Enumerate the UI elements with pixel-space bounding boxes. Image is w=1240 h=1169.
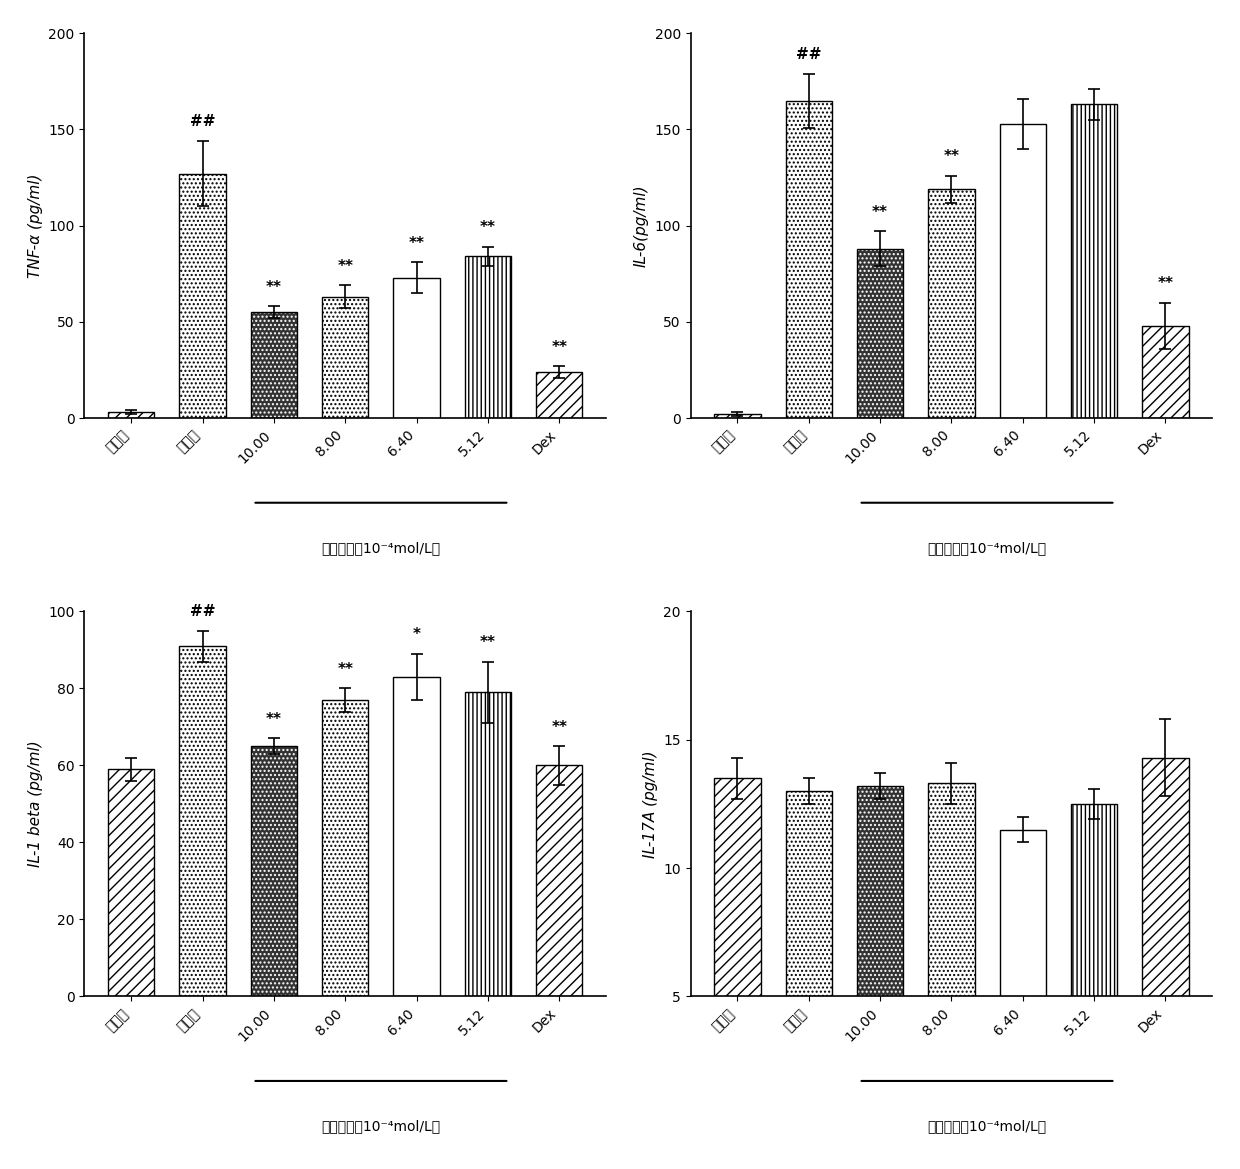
Bar bbox=[786, 791, 832, 1125]
Text: 妦洛特罗（10⁻⁴mol/L）: 妦洛特罗（10⁻⁴mol/L） bbox=[928, 541, 1047, 555]
Text: **: ** bbox=[552, 339, 567, 354]
Bar bbox=[1071, 804, 1117, 1125]
Text: **: ** bbox=[480, 635, 496, 650]
Text: ##: ## bbox=[190, 604, 216, 620]
Text: *: * bbox=[413, 628, 420, 642]
Bar bbox=[250, 746, 298, 996]
Bar bbox=[393, 677, 440, 996]
Bar bbox=[108, 413, 155, 419]
Bar bbox=[322, 700, 368, 996]
Text: 妦洛特罗（10⁻⁴mol/L）: 妦洛特罗（10⁻⁴mol/L） bbox=[321, 541, 440, 555]
Text: **: ** bbox=[265, 279, 281, 295]
Y-axis label: IL-1 beta (pg/ml): IL-1 beta (pg/ml) bbox=[27, 740, 42, 867]
Y-axis label: TNF-α (pg/ml): TNF-α (pg/ml) bbox=[27, 173, 42, 278]
Bar bbox=[536, 766, 583, 996]
Bar bbox=[786, 101, 832, 419]
Bar bbox=[857, 249, 903, 419]
Y-axis label: IL-17A (pg/ml): IL-17A (pg/ml) bbox=[642, 750, 657, 858]
Bar bbox=[465, 692, 511, 996]
Text: **: ** bbox=[409, 236, 424, 250]
Bar bbox=[1071, 104, 1117, 419]
Bar bbox=[857, 786, 903, 1125]
Bar bbox=[714, 779, 760, 1125]
Text: 妦洛特罗（10⁻⁴mol/L）: 妦洛特罗（10⁻⁴mol/L） bbox=[928, 1120, 1047, 1134]
Bar bbox=[714, 414, 760, 419]
Bar bbox=[857, 786, 903, 1125]
Bar bbox=[393, 277, 440, 419]
Bar bbox=[322, 297, 368, 419]
Text: ##: ## bbox=[190, 115, 216, 130]
Text: **: ** bbox=[337, 662, 353, 677]
Bar bbox=[999, 124, 1045, 419]
Bar bbox=[1142, 326, 1188, 419]
Bar bbox=[180, 646, 226, 996]
Text: **: ** bbox=[480, 220, 496, 235]
Text: **: ** bbox=[337, 258, 353, 274]
Bar bbox=[1142, 758, 1188, 1125]
Bar bbox=[250, 746, 298, 996]
Text: **: ** bbox=[552, 720, 567, 734]
Bar bbox=[536, 372, 583, 419]
Bar bbox=[250, 312, 298, 419]
Text: **: ** bbox=[1157, 276, 1173, 291]
Y-axis label: IL-6(pg/ml): IL-6(pg/ml) bbox=[634, 185, 649, 267]
Bar bbox=[929, 189, 975, 419]
Text: 妦洛特罗（10⁻⁴mol/L）: 妦洛特罗（10⁻⁴mol/L） bbox=[321, 1120, 440, 1134]
Bar bbox=[857, 249, 903, 419]
Bar bbox=[180, 174, 226, 419]
Bar bbox=[999, 830, 1045, 1125]
Text: ##: ## bbox=[796, 47, 821, 62]
Bar bbox=[465, 256, 511, 419]
Bar bbox=[929, 783, 975, 1125]
Text: **: ** bbox=[944, 150, 960, 164]
Bar bbox=[108, 769, 155, 996]
Bar bbox=[250, 312, 298, 419]
Text: **: ** bbox=[872, 205, 888, 220]
Text: **: ** bbox=[265, 712, 281, 727]
